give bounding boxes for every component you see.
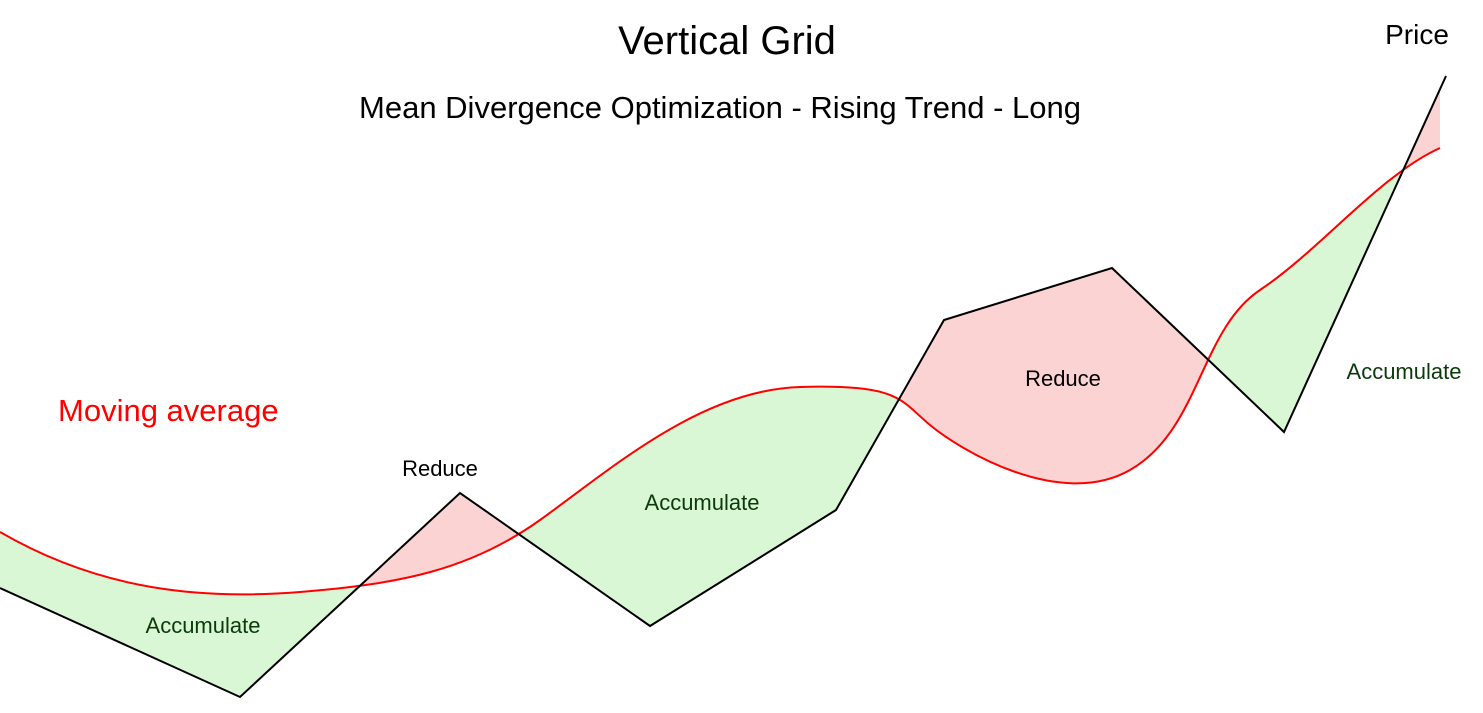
accumulate-label: Accumulate [1347, 359, 1462, 384]
reduce-label: Reduce [1025, 366, 1101, 391]
moving-average-curve [0, 147, 1441, 596]
price-line [0, 75, 1447, 699]
accumulate-label: Accumulate [146, 613, 261, 638]
accumulate-area [518, 386, 900, 626]
chart-subtitle: Mean Divergence Optimization - Rising Tr… [359, 90, 1081, 125]
moving-average-label: Moving average [58, 393, 279, 428]
accumulate-area [0, 532, 361, 697]
price-label: Price [1385, 19, 1449, 50]
accumulate-area [1208, 166, 1405, 432]
accumulate-label: Accumulate [645, 490, 760, 515]
reduce-area [900, 268, 1209, 484]
reduce-label: Reduce [402, 456, 478, 481]
chart-title: Vertical Grid [618, 19, 836, 63]
divergence-fills [0, 89, 1440, 697]
reduce-area [360, 493, 519, 586]
